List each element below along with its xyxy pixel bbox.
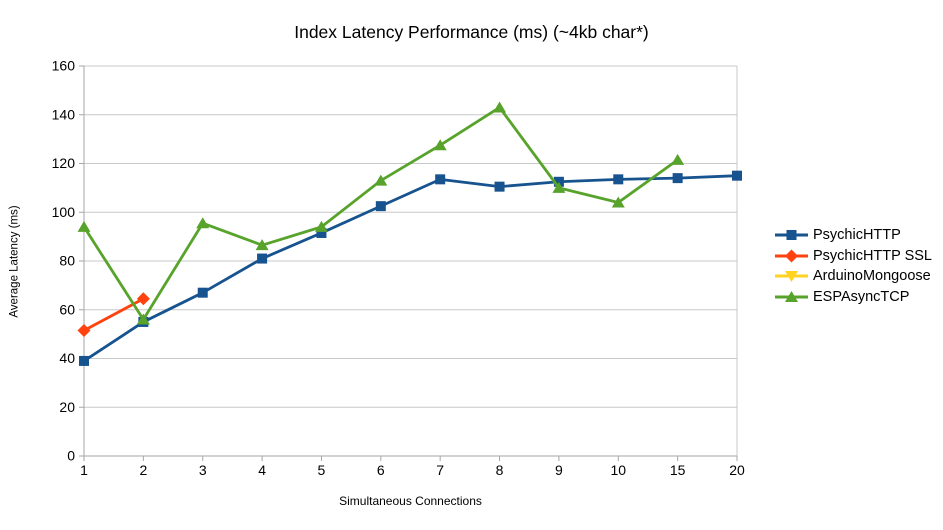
diamond-marker-icon — [785, 249, 798, 263]
legend: PsychicHTTP PsychicHTTP SSL ArduinoMongoos… — [775, 225, 932, 307]
y-tick-label: 0 — [67, 448, 75, 464]
y-tick-label: 40 — [59, 350, 75, 366]
square-legend-sample-icon — [775, 230, 808, 241]
y-tick-label: 120 — [52, 155, 76, 171]
y-tick-label: 20 — [59, 399, 75, 415]
x-tick-label: 10 — [610, 462, 626, 478]
series-line — [82, 106, 679, 321]
triangle-down-legend-sample-icon — [775, 271, 808, 283]
axes: 0 20 40 60 80 100 120 140 160 1 2 3 4 5 6 7 8 9 10 15 20 — [52, 58, 745, 479]
y-tick-label: 80 — [59, 253, 75, 269]
triangle-up-marker-icon — [77, 220, 91, 232]
square-marker-icon — [257, 253, 268, 264]
triangle-up-marker-icon — [433, 139, 447, 151]
y-tick-label: 140 — [52, 106, 76, 122]
x-tick-label: 3 — [199, 462, 207, 478]
triangle-up-marker-icon — [136, 313, 150, 325]
triangle-up-marker-icon — [255, 239, 269, 251]
square-marker-icon — [553, 176, 564, 187]
triangle-up-marker-icon — [196, 217, 210, 229]
legend-item: PsychicHTTP SSL — [775, 246, 932, 267]
x-tick-label: 8 — [496, 462, 504, 478]
triangle-up-marker-icon — [493, 101, 507, 113]
square-marker-icon — [672, 173, 683, 184]
legend-item: ArduinoMongoose — [775, 266, 932, 287]
square-marker-icon — [316, 227, 327, 238]
triangle-down-marker-icon — [785, 271, 798, 283]
x-tick-label: 20 — [729, 462, 745, 478]
y-tick-label: 160 — [52, 58, 76, 74]
legend-item: ESPAsyncTCP — [775, 287, 932, 308]
legend-label: ArduinoMongoose — [813, 268, 931, 285]
triangle-up-marker-icon — [671, 153, 685, 165]
x-tick-label: 15 — [670, 462, 686, 478]
square-marker-icon — [494, 181, 505, 192]
legend-item: PsychicHTTP — [775, 225, 932, 246]
x-tick-label: 7 — [436, 462, 444, 478]
y-tick-label: 100 — [52, 204, 76, 220]
square-marker-icon — [732, 170, 742, 181]
x-tick-label: 2 — [139, 462, 147, 478]
square-marker-icon — [786, 230, 797, 241]
x-tick-label: 6 — [377, 462, 385, 478]
legend-label: PsychicHTTP SSL — [813, 247, 932, 264]
gridlines — [84, 65, 738, 456]
diamond-marker-icon — [77, 323, 91, 337]
square-marker-icon — [613, 174, 624, 185]
triangle-up-marker-icon — [314, 220, 328, 232]
x-tick-label: 4 — [258, 462, 266, 478]
x-axis-title: Simultaneous Connections — [339, 494, 482, 508]
diamond-legend-sample-icon — [775, 249, 808, 263]
y-tick-label: 60 — [59, 301, 75, 317]
chart-title: Index Latency Performance (ms) (~4kb cha… — [294, 22, 649, 42]
x-tick-label: 5 — [318, 462, 326, 478]
triangle-up-marker-icon — [785, 290, 798, 302]
legend-label: ESPAsyncTCP — [813, 288, 910, 305]
square-marker-icon — [79, 355, 89, 366]
triangle-up-marker-icon — [611, 196, 625, 208]
series-line — [83, 174, 738, 363]
square-marker-icon — [435, 174, 446, 185]
triangle-up-marker-icon — [374, 174, 388, 186]
x-tick-label: 9 — [555, 462, 563, 478]
triangle-up-marker-icon — [552, 181, 566, 193]
x-tick-label: 1 — [80, 462, 88, 478]
series-espasynctcp — [77, 101, 685, 325]
legend-label: PsychicHTTP — [813, 227, 901, 244]
square-marker-icon — [375, 201, 386, 212]
triangle-up-legend-sample-icon — [775, 290, 808, 302]
diamond-marker-icon — [136, 292, 150, 306]
square-marker-icon — [197, 287, 208, 298]
series-psychichttp — [79, 170, 742, 366]
